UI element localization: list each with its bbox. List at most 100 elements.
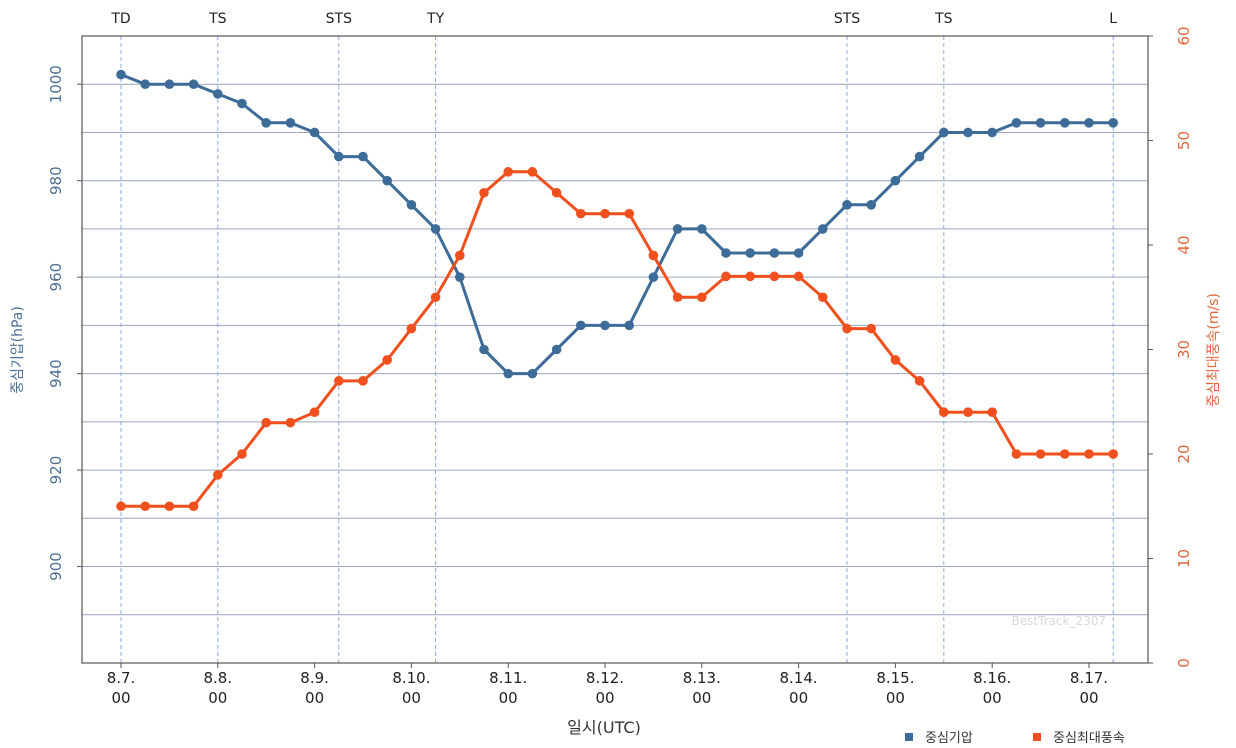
x-tick-label-date: 8.15.	[876, 669, 914, 687]
data-point	[697, 292, 707, 303]
data-point	[285, 417, 296, 428]
legend-swatch	[905, 733, 913, 741]
data-point	[576, 320, 586, 331]
data-point	[987, 127, 997, 138]
data-point	[963, 127, 973, 138]
data-point	[406, 323, 417, 334]
data-point	[188, 501, 199, 512]
x-tick-label-date: 8.9.	[300, 669, 329, 687]
data-point	[237, 449, 247, 459]
data-point	[237, 98, 247, 109]
stage-marker-labels: TD TS STS TY STS TS L	[110, 11, 1117, 27]
legend-swatch	[1033, 733, 1041, 741]
data-point	[140, 79, 150, 90]
data-point	[430, 224, 441, 234]
data-point	[503, 167, 513, 177]
right-tick-label: 10	[1175, 549, 1193, 568]
data-point	[745, 271, 755, 282]
data-point	[551, 187, 562, 198]
series-group	[116, 69, 1118, 512]
data-point	[1035, 449, 1046, 459]
x-tick-label-hour: 00	[1079, 689, 1098, 707]
data-point	[309, 407, 320, 418]
right-tick-label: 0	[1175, 658, 1193, 668]
stage-label: STS	[326, 11, 352, 27]
data-point	[213, 470, 223, 480]
left-tick-label: 1000	[47, 65, 65, 103]
data-point	[842, 200, 852, 210]
x-tick-label-hour: 00	[111, 689, 130, 707]
data-point	[309, 127, 320, 138]
data-point	[721, 271, 731, 282]
series-pressure	[116, 69, 1118, 379]
right-tick-label: 60	[1175, 26, 1193, 45]
data-point	[1084, 449, 1094, 459]
data-point	[527, 368, 538, 379]
data-point	[1011, 449, 1022, 459]
data-point	[866, 323, 876, 334]
x-tick-label-hour: 00	[595, 689, 614, 707]
data-point	[1035, 118, 1046, 128]
left-axis-title: 중심기압(hPa)	[10, 306, 26, 394]
data-point	[358, 151, 368, 162]
data-point	[334, 151, 344, 162]
data-point	[600, 208, 610, 219]
x-tick-label-hour: 00	[305, 689, 324, 707]
data-point	[261, 118, 272, 128]
data-point	[987, 407, 997, 418]
stage-label: L	[1109, 11, 1117, 27]
data-point	[334, 376, 344, 386]
data-point	[818, 292, 828, 303]
x-tick-label-date: 8.11.	[489, 669, 527, 687]
x-tick-label-hour: 00	[983, 689, 1002, 707]
left-tick-label: 920	[47, 456, 65, 485]
data-point	[672, 224, 683, 234]
right-tick-label: 50	[1175, 131, 1193, 150]
series-line	[120, 73, 1114, 376]
data-point	[479, 344, 489, 355]
stage-label: TS	[934, 11, 953, 27]
legend: 중심기압 중심최대풍속	[905, 731, 1125, 746]
data-point	[551, 344, 562, 355]
data-point	[672, 292, 683, 303]
x-axis-ticks: 8.7. 00 8.8. 00 8.9. 00 8.10. 00 8.11. 00 8.12. 00 8…	[107, 663, 1108, 707]
right-tick-label: 20	[1175, 444, 1193, 463]
data-point	[914, 376, 925, 386]
data-point	[382, 175, 393, 186]
data-point	[116, 69, 126, 80]
legend-label: 중심기압	[925, 731, 973, 746]
data-point	[793, 271, 804, 282]
stage-label: STS	[834, 11, 860, 27]
data-point	[1011, 118, 1022, 128]
data-point	[455, 272, 465, 282]
right-axis-title: 중심최대풍속(m/s)	[1206, 293, 1222, 407]
data-point	[406, 200, 417, 210]
data-point	[285, 118, 296, 128]
data-point	[769, 271, 780, 282]
data-point	[479, 187, 489, 198]
x-tick-label-date: 8.13.	[683, 669, 721, 687]
data-point	[188, 79, 199, 90]
data-point	[721, 248, 731, 258]
x-tick-label-hour: 00	[402, 689, 421, 707]
left-axis-ticks: 900 920 940 960 980 1000	[47, 65, 82, 581]
data-point	[914, 151, 925, 162]
x-tick-label-hour: 00	[692, 689, 711, 707]
stage-label: TD	[110, 11, 130, 27]
data-point	[527, 167, 538, 177]
x-tick-label-hour: 00	[499, 689, 518, 707]
data-point	[697, 224, 707, 234]
data-point	[648, 272, 659, 282]
watermark: BestTrack_2307	[1011, 614, 1106, 628]
x-tick-label-date: 8.12.	[586, 669, 624, 687]
data-point	[939, 127, 949, 138]
data-point	[261, 417, 272, 428]
x-tick-label-date: 8.16.	[973, 669, 1011, 687]
data-point	[1060, 118, 1070, 128]
x-tick-label-date: 8.7.	[107, 669, 136, 687]
x-tick-label-date: 8.8.	[203, 669, 232, 687]
data-point	[358, 376, 368, 386]
left-tick-label: 900	[47, 552, 65, 581]
data-point	[600, 320, 610, 331]
